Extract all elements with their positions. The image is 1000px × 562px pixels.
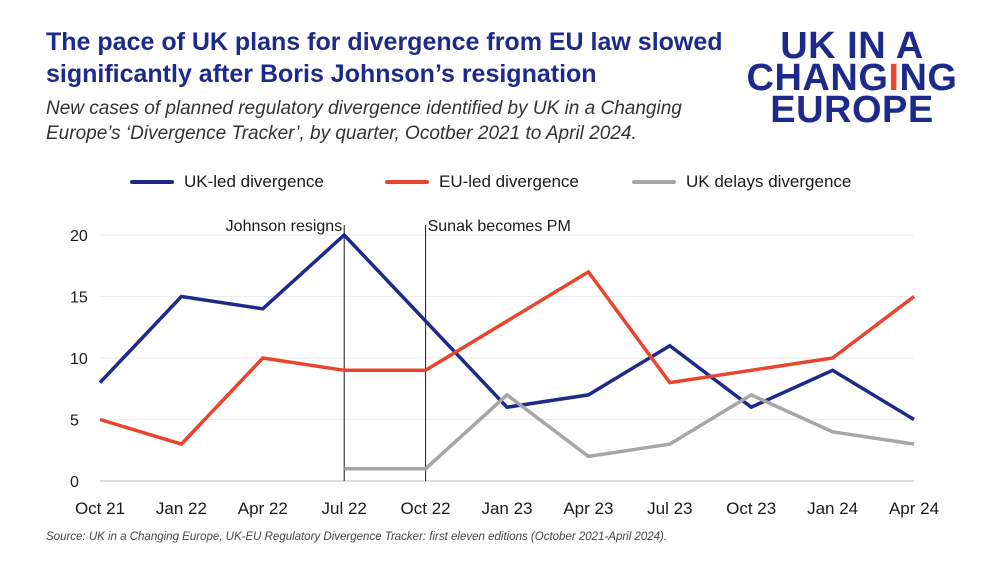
legend-label-eu-led: EU-led divergence (439, 172, 579, 191)
y-tick-label: 10 (70, 351, 88, 368)
legend-swatch-eu-led (385, 180, 429, 184)
legend-label-uk-led: UK-led divergence (184, 172, 324, 191)
y-tick-label: 0 (70, 474, 79, 491)
series-line-2 (344, 392, 915, 471)
legend-label-uk-delays: UK delays divergence (686, 172, 852, 191)
logo-line2: CHANGING (742, 59, 962, 97)
logo-line1: UK IN A (780, 25, 924, 67)
logo-line2-part-b: G (858, 57, 889, 99)
y-tick-label: 15 (70, 290, 88, 307)
x-tick-label: Apr 23 (563, 499, 613, 518)
chart-title-line1: The pace of UK plans for divergence from… (46, 28, 723, 56)
data-point (587, 393, 590, 396)
chart-subtitle-line1: New cases of planned regulatory divergen… (46, 98, 682, 119)
chart-title-line2: significantly after Boris Johnson’s resi… (46, 60, 597, 88)
data-point (424, 320, 427, 323)
data-point (750, 406, 753, 409)
chart-legend: UK-led divergence EU-led divergence UK d… (0, 172, 1000, 196)
data-point (180, 295, 183, 298)
data-point (587, 270, 590, 273)
x-tick-label: Oct 21 (75, 499, 125, 518)
data-point (261, 307, 264, 310)
data-point (343, 369, 346, 372)
data-point (506, 393, 509, 396)
brand-logo: UK IN A CHANGING EUROPE (742, 25, 962, 131)
data-point (750, 393, 753, 396)
x-tick-label: Apr 24 (889, 499, 939, 518)
annotation-label: Johnson resigns (226, 218, 343, 235)
data-point (913, 295, 916, 298)
data-point (668, 344, 671, 347)
legend-item-eu-led: EU-led divergence (385, 172, 579, 192)
data-point (668, 443, 671, 446)
data-point (343, 467, 346, 470)
data-point (343, 234, 346, 237)
legend-item-uk-delays: UK delays divergence (632, 172, 851, 192)
logo-line2-part-c: I (888, 57, 900, 99)
logo-line3: EUROPE (770, 89, 934, 131)
series-line-0 (98, 232, 915, 421)
x-tick-label: Oct 23 (726, 499, 776, 518)
logo-line2-part-a: CHAN (746, 57, 859, 99)
data-point (506, 406, 509, 409)
data-point (506, 320, 509, 323)
data-point (180, 443, 183, 446)
chart-subtitle: New cases of planned regulatory divergen… (46, 96, 726, 146)
annotation-label: Sunak becomes PM (428, 218, 571, 235)
chart-title: The pace of UK plans for divergence from… (46, 26, 726, 90)
data-point (913, 443, 916, 446)
x-tick-label: Jul 22 (322, 499, 367, 518)
data-point (831, 430, 834, 433)
data-point (831, 369, 834, 372)
data-point (587, 455, 590, 458)
x-tick-label: Jul 23 (647, 499, 692, 518)
data-point (913, 418, 916, 421)
x-tick-label: Apr 22 (238, 499, 288, 518)
data-point (750, 369, 753, 372)
data-point (831, 357, 834, 360)
x-tick-label: Jan 24 (807, 499, 858, 518)
series-line-1 (99, 269, 916, 447)
data-point (668, 381, 671, 384)
y-tick-label: 20 (70, 228, 88, 245)
data-point (424, 467, 427, 470)
data-point (99, 381, 102, 384)
x-tick-label: Oct 22 (401, 499, 451, 518)
legend-item-uk-led: UK-led divergence (130, 172, 324, 192)
legend-swatch-uk-delays (632, 180, 676, 184)
data-point (99, 418, 102, 421)
legend-swatch-uk-led (130, 180, 174, 184)
y-tick-label: 5 (70, 413, 79, 430)
chart-subtitle-line2: Europe’s ‘Divergence Tracker’, by quarte… (46, 123, 637, 144)
data-point (424, 369, 427, 372)
source-note: Source: UK in a Changing Europe, UK-EU R… (46, 531, 668, 543)
logo-line2-part-d: NG (899, 57, 958, 99)
data-point (261, 357, 264, 360)
x-tick-label: Jan 23 (481, 499, 532, 518)
x-tick-label: Jan 22 (156, 499, 207, 518)
